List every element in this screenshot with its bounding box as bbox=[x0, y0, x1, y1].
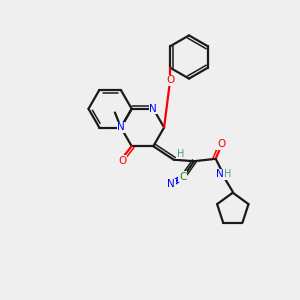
Text: N: N bbox=[216, 169, 224, 179]
Text: N: N bbox=[149, 104, 157, 114]
Text: N: N bbox=[167, 179, 175, 189]
Text: O: O bbox=[166, 75, 174, 85]
Text: H: H bbox=[177, 149, 184, 159]
Text: O: O bbox=[217, 140, 225, 149]
Text: O: O bbox=[118, 156, 127, 166]
Text: H: H bbox=[224, 169, 231, 179]
Text: O: O bbox=[166, 75, 174, 85]
Text: C: C bbox=[179, 172, 186, 182]
Text: N: N bbox=[117, 122, 125, 133]
